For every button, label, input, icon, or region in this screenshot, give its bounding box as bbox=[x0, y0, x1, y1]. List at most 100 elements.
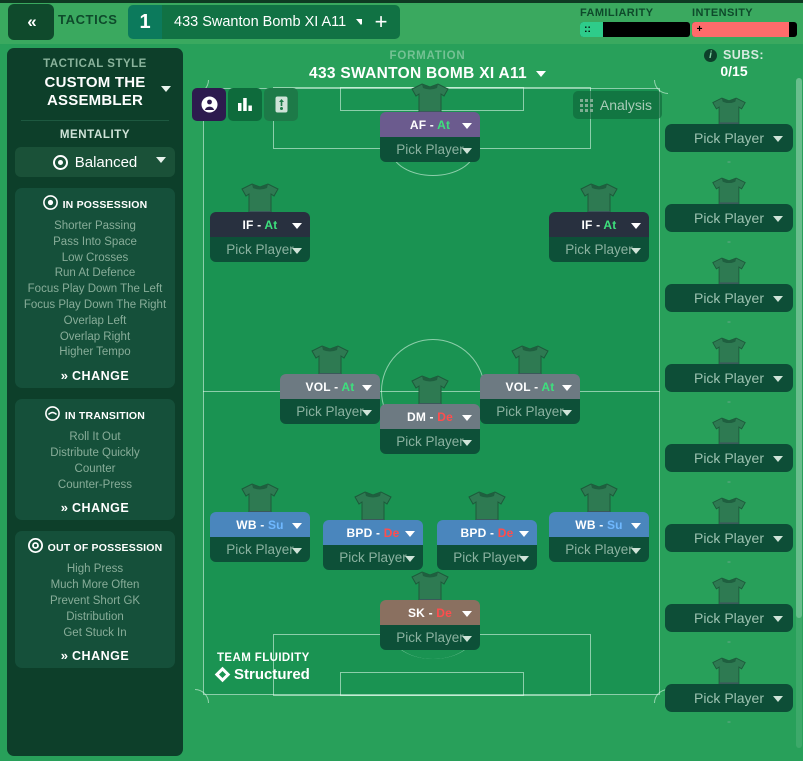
chevron-down-icon bbox=[562, 409, 572, 416]
instruction-item[interactable]: Low Crosses bbox=[61, 251, 129, 264]
chevron-down-icon bbox=[462, 122, 472, 129]
pick-player-label: Pick Player bbox=[693, 210, 765, 226]
sub-pick-player-dropdown[interactable]: Pick Player bbox=[665, 524, 793, 552]
tactic-selector[interactable]: 1 433 Swanton Bomb XI A11 bbox=[128, 5, 377, 39]
instruction-item[interactable]: Focus Play Down The Right bbox=[23, 298, 167, 311]
role-label: IF - At bbox=[581, 217, 617, 232]
add-tactic-button[interactable]: + bbox=[362, 5, 400, 39]
role-dropdown[interactable]: BPD - De bbox=[437, 520, 537, 545]
instruction-item[interactable]: Pass Into Space bbox=[53, 235, 137, 248]
subs-panel: i SUBS: 0/15 Pick Player - Pick Player - Pic… bbox=[665, 48, 803, 761]
instruction-item[interactable]: Shorter Passing bbox=[54, 220, 136, 232]
player-card-wb-9: WB - Su Pick Player bbox=[549, 483, 649, 562]
formation-dropdown[interactable]: 433 SWANTON BOMB XI A11 bbox=[190, 65, 665, 83]
familiarity-bar[interactable]: :: bbox=[580, 22, 690, 37]
divider bbox=[21, 120, 169, 121]
role-dropdown[interactable]: DM - De bbox=[380, 404, 480, 429]
instruction-item[interactable]: Run At Defence bbox=[54, 267, 136, 280]
role-dropdown[interactable]: SK - De bbox=[380, 600, 480, 625]
pick-player-label: Pick Player bbox=[693, 450, 765, 466]
pick-player-label: Pick Player bbox=[339, 550, 407, 565]
pick-player-dropdown[interactable]: Pick Player bbox=[480, 399, 580, 424]
role-code: SK bbox=[407, 605, 426, 620]
pick-player-dropdown[interactable]: Pick Player bbox=[549, 537, 649, 562]
pick-player-dropdown[interactable]: Pick Player bbox=[323, 545, 423, 570]
pick-player-dropdown[interactable]: Pick Player bbox=[280, 399, 380, 424]
instruction-item[interactable]: Overlap Right bbox=[59, 330, 131, 343]
instruction-item[interactable]: Counter-Press bbox=[57, 478, 133, 491]
formation-name-label: 433 SWANTON BOMB XI A11 bbox=[309, 65, 527, 82]
sub-pick-player-dropdown[interactable]: Pick Player bbox=[665, 124, 793, 152]
intensity-badge-icon: + bbox=[692, 22, 707, 37]
role-dropdown[interactable]: IF - At bbox=[210, 212, 310, 237]
pick-player-dropdown[interactable]: Pick Player bbox=[210, 237, 310, 262]
vertical-arrows-icon[interactable] bbox=[264, 88, 298, 121]
familiarity-badge-icon: :: bbox=[580, 22, 595, 37]
intensity-bar[interactable]: + bbox=[692, 22, 797, 37]
instruction-item[interactable]: Roll It Out bbox=[69, 431, 121, 444]
chevron-down-icon bbox=[462, 147, 472, 154]
sub-position-label: - bbox=[727, 154, 731, 168]
info-icon[interactable]: i bbox=[704, 48, 718, 62]
mentality-dropdown[interactable]: Balanced bbox=[15, 147, 175, 177]
role-dropdown[interactable]: WB - Su bbox=[210, 512, 310, 537]
tactical-style-dropdown[interactable]: CUSTOM THE ASSEMBLER bbox=[15, 74, 175, 110]
instruction-item[interactable]: Higher Tempo bbox=[59, 346, 131, 359]
role-label: VOL - At bbox=[305, 379, 355, 394]
change-button[interactable]: » CHANGE bbox=[19, 500, 171, 515]
pick-player-dropdown[interactable]: Pick Player bbox=[380, 429, 480, 454]
subs-count: 0/15 bbox=[720, 63, 748, 79]
pick-player-dropdown[interactable]: Pick Player bbox=[549, 237, 649, 262]
sub-pick-player-dropdown[interactable]: Pick Player bbox=[665, 604, 793, 632]
instruction-item[interactable]: Distribute Quickly bbox=[50, 446, 140, 459]
role-dropdown[interactable]: BPD - De bbox=[323, 520, 423, 545]
chevron-down-icon bbox=[631, 547, 641, 554]
instruction-item[interactable]: Overlap Left bbox=[63, 314, 127, 327]
instruction-item[interactable]: High Press bbox=[66, 563, 124, 576]
sub-pick-player-dropdown[interactable]: Pick Player bbox=[665, 444, 793, 472]
sub-pick-player-dropdown[interactable]: Pick Player bbox=[665, 204, 793, 232]
role-dropdown[interactable]: IF - At bbox=[549, 212, 649, 237]
sub-pick-player-dropdown[interactable]: Pick Player bbox=[665, 684, 793, 712]
analysis-button[interactable]: Analysis bbox=[572, 91, 662, 119]
bar-chart-icon[interactable] bbox=[228, 88, 262, 121]
tactic-name-dropdown[interactable]: 433 Swanton Bomb XI A11 bbox=[162, 5, 377, 39]
player-card-dm-4: DM - De Pick Player bbox=[380, 375, 480, 454]
instruction-item[interactable]: Get Stuck In bbox=[63, 626, 127, 639]
sub-position-label: - bbox=[727, 394, 731, 408]
role-dropdown[interactable]: WB - Su bbox=[549, 512, 649, 537]
role-label: WB - Su bbox=[575, 517, 623, 532]
role-dropdown[interactable]: VOL - At bbox=[480, 374, 580, 399]
subs-scrollbar-thumb[interactable] bbox=[796, 78, 802, 618]
pick-player-dropdown[interactable]: Pick Player bbox=[380, 625, 480, 650]
pick-player-dropdown[interactable]: Pick Player bbox=[437, 545, 537, 570]
instruction-item[interactable]: Prevent Short GK bbox=[49, 594, 141, 607]
role-dropdown[interactable]: VOL - At bbox=[280, 374, 380, 399]
chevron-down-icon bbox=[773, 216, 783, 222]
sub-pick-player-dropdown[interactable]: Pick Player bbox=[665, 284, 793, 312]
change-button[interactable]: » CHANGE bbox=[19, 648, 171, 663]
sub-pick-player-dropdown[interactable]: Pick Player bbox=[665, 364, 793, 392]
role-code: VOL bbox=[505, 379, 531, 394]
role-dropdown[interactable]: AF - At bbox=[380, 112, 480, 137]
chevron-down-icon bbox=[462, 439, 472, 446]
pick-player-dropdown[interactable]: Pick Player bbox=[210, 537, 310, 562]
sub-slot: Pick Player - bbox=[665, 337, 793, 408]
instruction-item[interactable]: Counter bbox=[74, 462, 116, 475]
instruction-item[interactable]: Distribution bbox=[66, 610, 124, 623]
player-card-wb-6: WB - Su Pick Player bbox=[210, 483, 310, 562]
player-view-icon[interactable] bbox=[192, 88, 226, 121]
instruction-item[interactable]: Much More Often bbox=[50, 579, 140, 592]
tactic-name-label: 433 Swanton Bomb XI A11 bbox=[174, 14, 347, 30]
double-chevron-left-icon: « bbox=[27, 12, 37, 31]
pick-player-dropdown[interactable]: Pick Player bbox=[380, 137, 480, 162]
role-duty: At bbox=[541, 379, 555, 394]
chevron-down-icon bbox=[773, 536, 783, 542]
tactic-number[interactable]: 1 bbox=[128, 5, 162, 39]
role-duty: De bbox=[437, 409, 454, 424]
change-button[interactable]: » CHANGE bbox=[19, 368, 171, 383]
instruction-item[interactable]: Focus Play Down The Left bbox=[27, 283, 163, 296]
tactical-style-value: CUSTOM THE ASSEMBLER bbox=[44, 74, 146, 109]
back-button[interactable]: « bbox=[8, 4, 54, 40]
subs-scrollbar[interactable] bbox=[796, 78, 802, 748]
